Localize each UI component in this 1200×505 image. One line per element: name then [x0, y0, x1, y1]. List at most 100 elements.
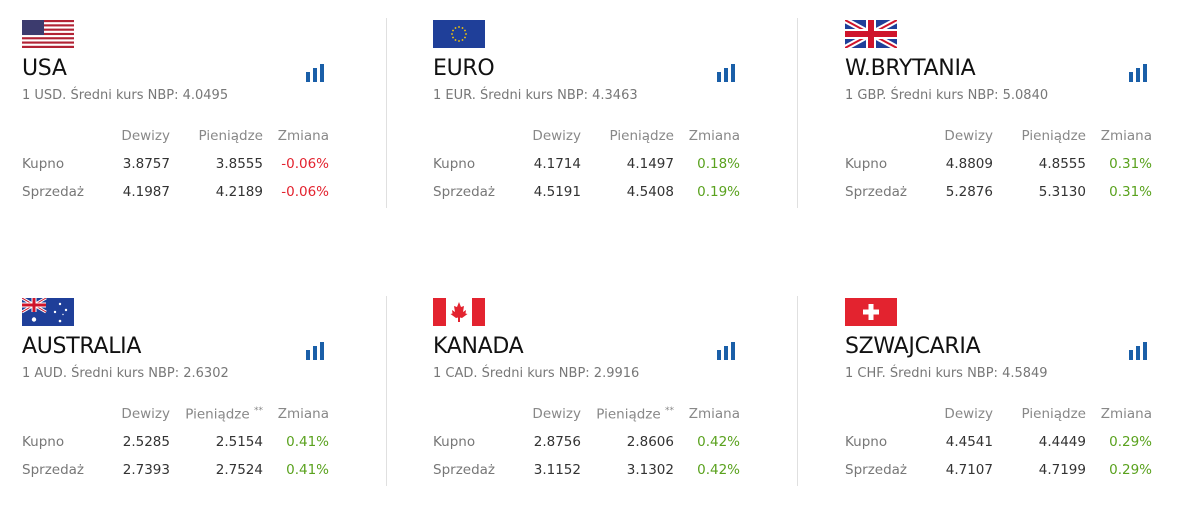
- nbp-rate-text: 1 EUR. Średni kurs NBP: 4.3463: [433, 88, 638, 103]
- column-divider: [386, 18, 387, 208]
- header-empty: [433, 400, 513, 428]
- row-label: Sprzedaż: [845, 462, 908, 478]
- column-divider: [797, 18, 798, 208]
- dewizy-value: 4.5191: [533, 184, 581, 200]
- currency-card-eur: EURO 1 EUR. Średni kurs NBP: 4.3463 Dewi…: [433, 20, 763, 200]
- header-empty: [433, 122, 513, 150]
- chart-icon[interactable]: [1129, 342, 1149, 360]
- rates-table: Dewizy Pieniądze ** Zmiana Kupno 2.5285 …: [22, 400, 329, 484]
- header-pieniadze-label: Pieniądze: [198, 128, 263, 144]
- header-empty: [845, 400, 925, 428]
- currency-name: SZWAJCARIA: [845, 334, 981, 359]
- header-empty: [22, 122, 102, 150]
- table-row-sprzedaz: Sprzedaż 4.7107 4.7199 0.29%: [845, 456, 1152, 484]
- row-label: Kupno: [433, 156, 476, 172]
- currency-name: AUSTRALIA: [22, 334, 142, 359]
- nbp-rate-text: 1 AUD. Średni kurs NBP: 2.6302: [22, 366, 229, 381]
- chart-icon[interactable]: [1129, 64, 1149, 82]
- pieniadze-value: 3.8555: [215, 156, 263, 172]
- dewizy-value: 5.2876: [945, 184, 993, 200]
- row-label: Sprzedaż: [22, 184, 85, 200]
- change-value: 0.31%: [1109, 184, 1152, 200]
- table-row-kupno: Kupno 4.8809 4.8555 0.31%: [845, 150, 1152, 178]
- header-dewizy: Dewizy: [532, 406, 581, 422]
- header-zmiana: Zmiana: [1100, 128, 1152, 144]
- change-value: 0.42%: [697, 462, 740, 478]
- pieniadze-value: 2.8606: [626, 434, 674, 450]
- currency-name: USA: [22, 56, 67, 81]
- currency-card-usd: USA 1 USD. Średni kurs NBP: 4.0495 Dewiz…: [22, 20, 352, 200]
- nbp-rate-text: 1 CHF. Średni kurs NBP: 4.5849: [845, 366, 1048, 381]
- row-label: Kupno: [433, 434, 476, 450]
- header-pieniadze-label: Pieniądze: [1021, 128, 1086, 144]
- header-pieniadze: Pieniądze **: [581, 400, 674, 428]
- header-dewizy: Dewizy: [944, 128, 993, 144]
- chart-icon[interactable]: [306, 342, 326, 360]
- pieniadze-value: 4.8555: [1038, 156, 1086, 172]
- row-label: Kupno: [845, 156, 888, 172]
- currency-name: W.BRYTANIA: [845, 56, 976, 81]
- pieniadze-value: 4.5408: [626, 184, 674, 200]
- header-zmiana: Zmiana: [277, 406, 329, 422]
- change-value: 0.31%: [1109, 156, 1152, 172]
- pieniadze-value: 4.4449: [1038, 434, 1086, 450]
- pieniadze-value: 3.1302: [626, 462, 674, 478]
- table-row-sprzedaz: Sprzedaż 4.5191 4.5408 0.19%: [433, 178, 740, 206]
- header-zmiana: Zmiana: [1100, 406, 1152, 422]
- table-header-row: Dewizy Pieniądze ** Zmiana: [433, 400, 740, 428]
- row-label: Kupno: [22, 156, 65, 172]
- column-divider: [797, 296, 798, 486]
- rates-table: Dewizy Pieniądze ** Zmiana Kupno 2.8756 …: [433, 400, 740, 484]
- dewizy-value: 3.1152: [533, 462, 581, 478]
- table-header-row: Dewizy Pieniądze ** Zmiana: [22, 400, 329, 428]
- chart-icon[interactable]: [306, 64, 326, 82]
- australia-flag-icon: [22, 298, 74, 326]
- dewizy-value: 4.1714: [533, 156, 581, 172]
- dewizy-value: 2.8756: [533, 434, 581, 450]
- change-value: 0.29%: [1109, 434, 1152, 450]
- table-row-sprzedaz: Sprzedaż 5.2876 5.3130 0.31%: [845, 178, 1152, 206]
- table-header-row: Dewizy Pieniądze Zmiana: [845, 122, 1152, 150]
- dewizy-value: 4.1987: [122, 184, 170, 200]
- header-empty: [22, 400, 102, 428]
- rates-table: Dewizy Pieniądze Zmiana Kupno 3.8757 3.8…: [22, 122, 329, 206]
- table-row-sprzedaz: Sprzedaż 2.7393 2.7524 0.41%: [22, 456, 329, 484]
- row-label: Sprzedaż: [845, 184, 908, 200]
- header-empty: [845, 122, 925, 150]
- header-dewizy: Dewizy: [944, 406, 993, 422]
- change-value: 0.41%: [286, 434, 329, 450]
- header-dewizy: Dewizy: [121, 128, 170, 144]
- nbp-rate-text: 1 CAD. Średni kurs NBP: 2.9916: [433, 366, 640, 381]
- chart-icon[interactable]: [717, 64, 737, 82]
- table-header-row: Dewizy Pieniądze Zmiana: [433, 122, 740, 150]
- pieniadze-value: 4.1497: [626, 156, 674, 172]
- table-row-kupno: Kupno 3.8757 3.8555 -0.06%: [22, 150, 329, 178]
- change-value: 0.29%: [1109, 462, 1152, 478]
- header-pieniadze-label: Pieniądze: [1021, 406, 1086, 422]
- table-row-kupno: Kupno 4.1714 4.1497 0.18%: [433, 150, 740, 178]
- table-row-kupno: Kupno 4.4541 4.4449 0.29%: [845, 428, 1152, 456]
- currency-card-gbp: W.BRYTANIA 1 GBP. Średni kurs NBP: 5.084…: [845, 20, 1175, 200]
- us-flag-icon: [22, 20, 74, 48]
- table-header-row: Dewizy Pieniądze Zmiana: [845, 400, 1152, 428]
- change-value: -0.06%: [281, 156, 329, 172]
- header-dewizy: Dewizy: [532, 128, 581, 144]
- canada-flag-icon: [433, 298, 485, 326]
- rates-table: Dewizy Pieniądze Zmiana Kupno 4.1714 4.1…: [433, 122, 740, 206]
- rates-table: Dewizy Pieniądze Zmiana Kupno 4.8809 4.8…: [845, 122, 1152, 206]
- currency-card-cad: KANADA 1 CAD. Średni kurs NBP: 2.9916 De…: [433, 298, 763, 478]
- chart-icon[interactable]: [717, 342, 737, 360]
- pieniadze-value: 2.5154: [215, 434, 263, 450]
- dewizy-value: 4.8809: [945, 156, 993, 172]
- dewizy-value: 4.4541: [945, 434, 993, 450]
- table-row-kupno: Kupno 2.5285 2.5154 0.41%: [22, 428, 329, 456]
- column-divider: [386, 296, 387, 486]
- currency-name: EURO: [433, 56, 495, 81]
- change-value: 0.19%: [697, 184, 740, 200]
- header-pieniadze: Pieniądze: [581, 122, 674, 150]
- table-row-kupno: Kupno 2.8756 2.8606 0.42%: [433, 428, 740, 456]
- header-zmiana: Zmiana: [688, 128, 740, 144]
- header-dewizy: Dewizy: [121, 406, 170, 422]
- header-pieniadze: Pieniądze: [993, 400, 1086, 428]
- dewizy-value: 2.5285: [122, 434, 170, 450]
